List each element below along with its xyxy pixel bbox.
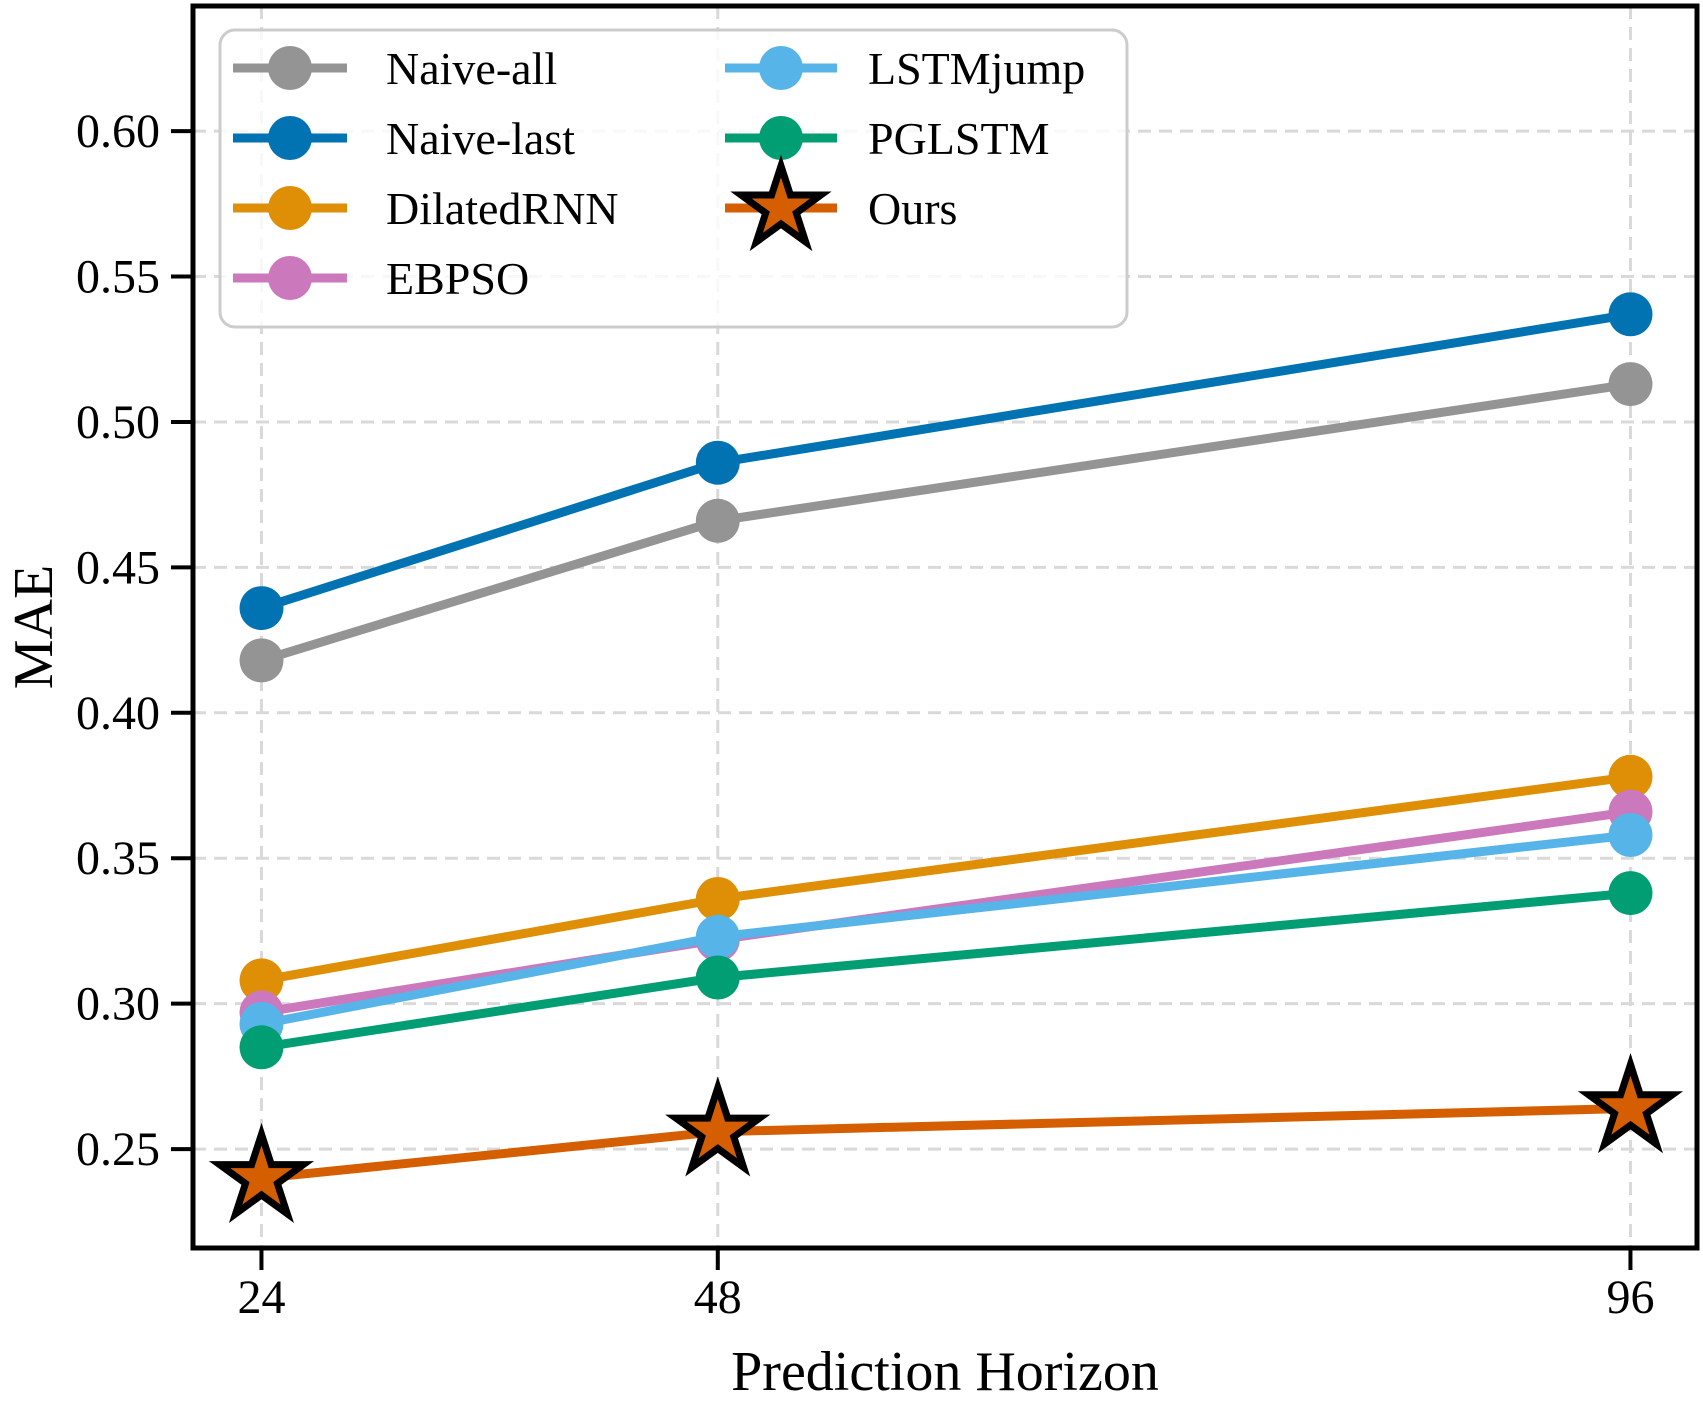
marker-Naive-all-24 xyxy=(239,638,284,683)
y-tick-label-0.30: 0.30 xyxy=(76,978,160,1031)
marker-Naive-last-48 xyxy=(695,440,740,485)
series-Ours xyxy=(208,1053,1684,1223)
marker-LSTMjump-48 xyxy=(695,914,740,959)
y-tick-label-0.55: 0.55 xyxy=(76,251,160,304)
y-tick-label-0.60: 0.60 xyxy=(76,105,160,158)
series-LSTMjump xyxy=(239,813,1653,1046)
marker-DilatedRNN-48 xyxy=(695,877,740,921)
legend-entry-EBPSO: EBPSO xyxy=(233,253,529,304)
legend-label-Ours: Ours xyxy=(868,183,957,234)
legend-entry-Naive-last: Naive-last xyxy=(233,113,575,164)
legend: Naive-all Naive-last DilatedRNN EBPSO LSTMju… xyxy=(218,28,1129,329)
series-Naive-last xyxy=(239,292,1653,631)
legend-label-LSTMjump: LSTMjump xyxy=(868,43,1085,94)
legend-marker-star-Ours xyxy=(730,154,832,252)
marker-Naive-all-48 xyxy=(695,498,740,543)
series-line-Ours xyxy=(257,1103,1635,1183)
legend-marker-PGLSTM xyxy=(759,116,803,160)
series-line-Naive-last xyxy=(257,309,1635,613)
marker-LSTMjump-96 xyxy=(1608,813,1653,857)
marker-PGLSTM-96 xyxy=(1608,871,1653,916)
marker-Naive-last-96 xyxy=(1608,292,1653,337)
marker-star-Ours-24 xyxy=(208,1122,315,1223)
y-tick-label-0.35: 0.35 xyxy=(76,832,160,885)
legend-entry-Ours: Ours xyxy=(725,154,957,252)
y-tick-label-0.25: 0.25 xyxy=(76,1123,160,1176)
marker-DilatedRNN-96 xyxy=(1608,754,1653,799)
legend-marker-EBPSO xyxy=(268,256,312,300)
y-tick-label-0.40: 0.40 xyxy=(76,687,160,740)
legend-label-PGLSTM: PGLSTM xyxy=(868,113,1049,164)
axes-layer: 24 48 96 0.25 0.30 0.35 0.40 0.45 0.50 0.55 0.60 xyxy=(76,3,1700,1324)
marker-PGLSTM-24 xyxy=(239,1025,284,1070)
legend-entry-LSTMjump: LSTMjump xyxy=(725,43,1085,94)
series-PGLSTM xyxy=(239,871,1653,1070)
legend-marker-DilatedRNN xyxy=(268,186,312,230)
legend-box xyxy=(218,28,1129,329)
marker-star-Ours-96 xyxy=(1577,1053,1684,1154)
series-layer xyxy=(208,292,1684,1223)
marker-PGLSTM-48 xyxy=(695,955,740,1000)
legend-entry-Naive-all: Naive-all xyxy=(233,43,557,94)
legend-entry-PGLSTM: PGLSTM xyxy=(725,113,1049,164)
x-tick-label-96: 96 xyxy=(1607,1271,1655,1324)
x-tick-label-48: 48 xyxy=(694,1271,742,1324)
y-tick-label-0.45: 0.45 xyxy=(76,541,160,594)
legend-marker-Naive-last xyxy=(268,116,312,160)
marker-Naive-all-96 xyxy=(1608,362,1653,407)
series-DilatedRNN xyxy=(239,754,1653,1003)
legend-label-Naive-all: Naive-all xyxy=(386,43,557,94)
marker-DilatedRNN-24 xyxy=(239,958,284,1003)
y-tick-label-0.50: 0.50 xyxy=(76,396,160,449)
plot-border xyxy=(190,3,1700,1251)
series-Naive-all xyxy=(239,362,1653,683)
marker-Naive-last-24 xyxy=(239,586,284,631)
x-tick-label-24: 24 xyxy=(238,1271,286,1324)
legend-label-Naive-last: Naive-last xyxy=(386,113,575,164)
series-line-PGLSTM xyxy=(257,888,1635,1052)
marker-star-Ours-48 xyxy=(665,1076,771,1177)
legend-marker-Naive-all xyxy=(268,46,312,90)
series-line-LSTMjump xyxy=(257,830,1635,1029)
series-line-DilatedRNN xyxy=(257,772,1635,985)
x-axis-label: Prediction Horizon xyxy=(731,1341,1159,1401)
y-axis-label: MAE xyxy=(3,565,65,689)
legend-label-EBPSO: EBPSO xyxy=(386,253,529,304)
legend-entry-DilatedRNN: DilatedRNN xyxy=(233,183,619,234)
legend-label-DilatedRNN: DilatedRNN xyxy=(386,183,619,234)
legend-marker-LSTMjump xyxy=(759,46,803,90)
